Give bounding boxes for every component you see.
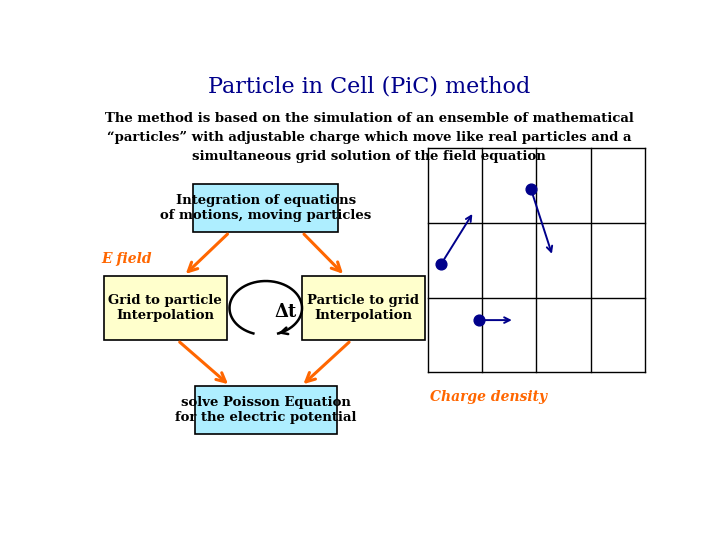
Text: Δt: Δt xyxy=(274,303,297,321)
Text: Grid to particle
Interpolation: Grid to particle Interpolation xyxy=(109,294,222,322)
Point xyxy=(474,316,485,325)
FancyBboxPatch shape xyxy=(104,276,227,340)
Point xyxy=(436,260,447,268)
Text: solve Poisson Equation
for the electric potential: solve Poisson Equation for the electric … xyxy=(175,396,356,424)
Text: Charge density: Charge density xyxy=(431,390,547,404)
FancyBboxPatch shape xyxy=(193,184,338,232)
Text: The method is based on the simulation of an ensemble of mathematical
“particles”: The method is based on the simulation of… xyxy=(104,112,634,163)
Text: Integration of equations
of motions, moving particles: Integration of equations of motions, mov… xyxy=(160,194,372,222)
FancyBboxPatch shape xyxy=(302,276,425,340)
FancyBboxPatch shape xyxy=(194,386,337,434)
Text: Particle in Cell (PiC) method: Particle in Cell (PiC) method xyxy=(208,76,530,97)
Text: Particle to grid
Interpolation: Particle to grid Interpolation xyxy=(307,294,420,322)
Point xyxy=(525,185,536,193)
Text: E field: E field xyxy=(101,252,152,266)
